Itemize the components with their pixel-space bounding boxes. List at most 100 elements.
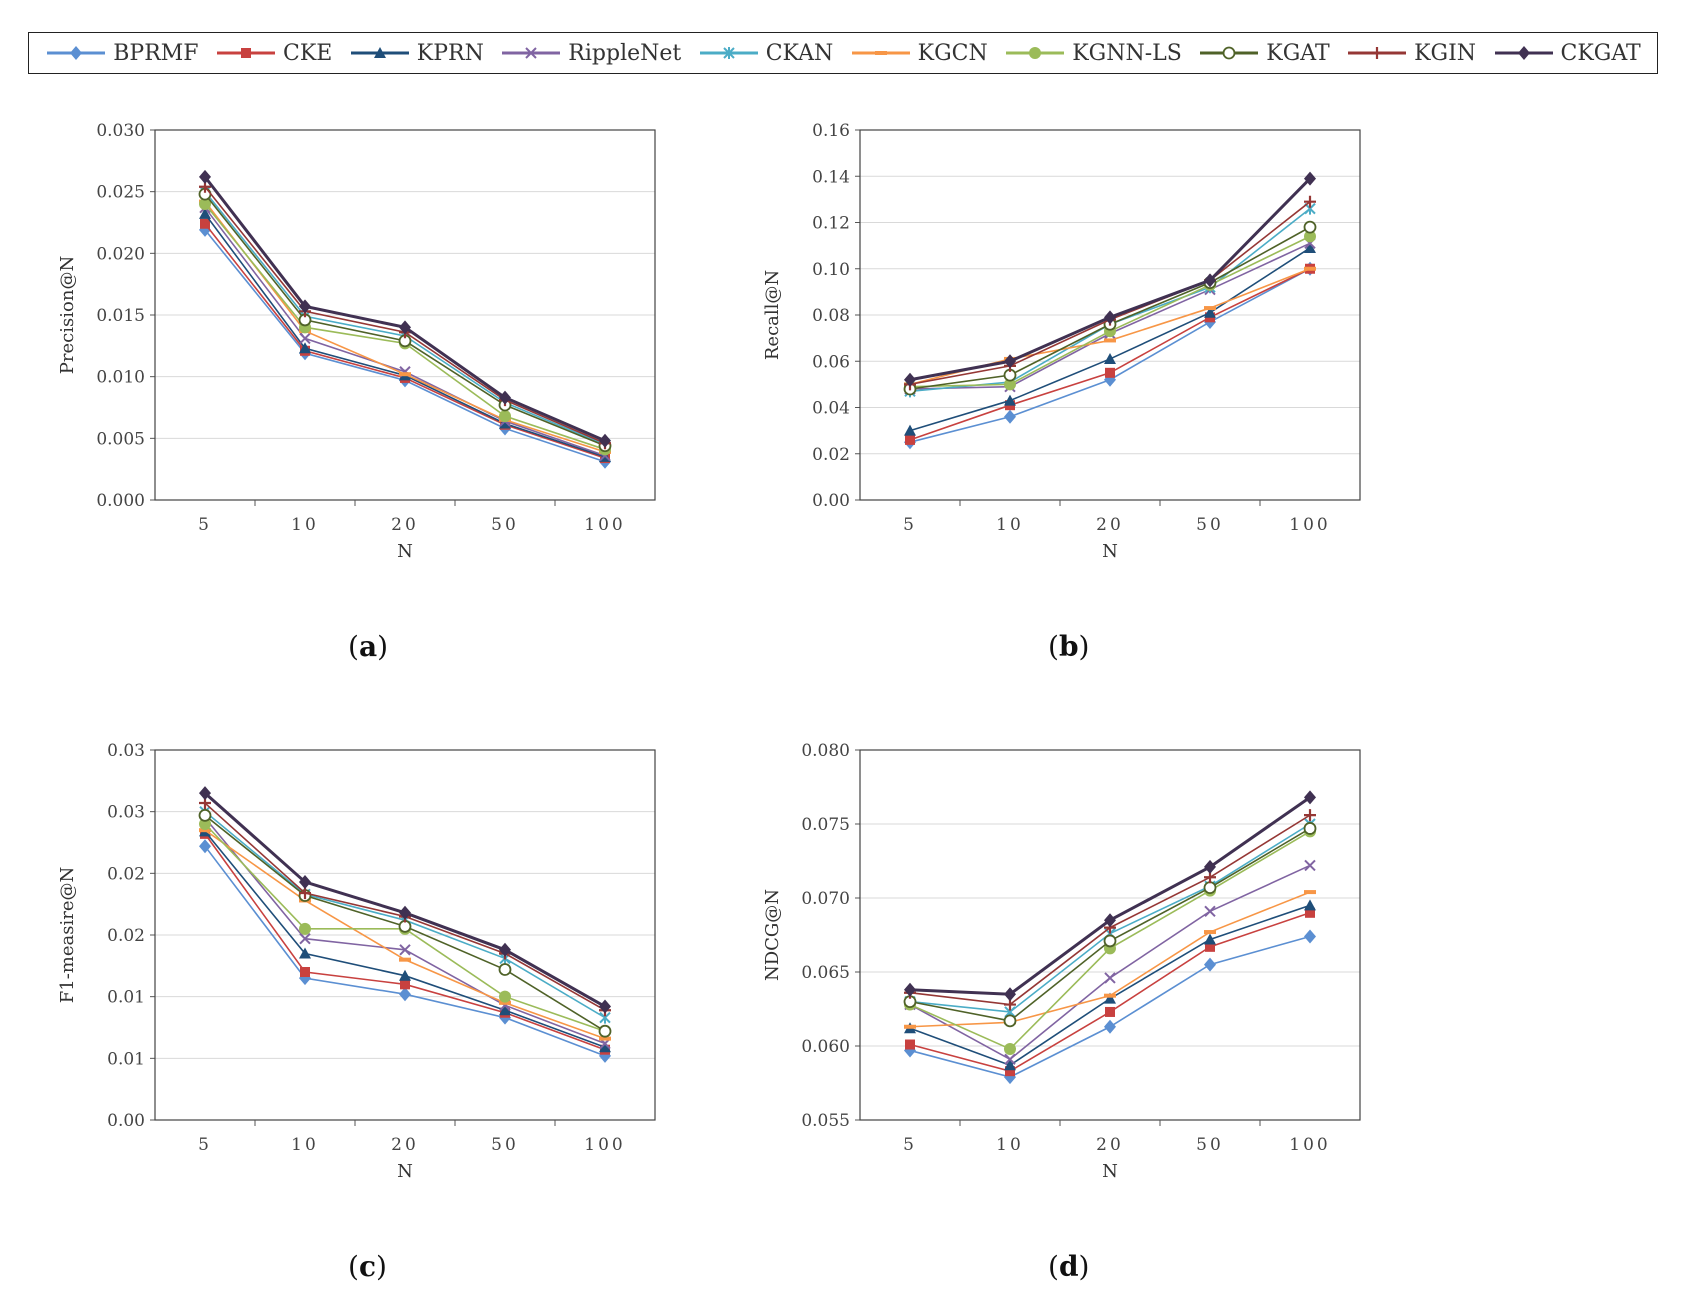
y-tick-label: 0.020: [96, 244, 145, 264]
data-point-ckgat: [1004, 987, 1016, 1002]
data-point-kgcn: [1204, 930, 1216, 935]
data-point-ckgat: [904, 982, 916, 997]
data-point-kgin: [299, 887, 311, 900]
series-line-ckgat: [909, 177, 1312, 382]
data-point-ckgat: [1204, 273, 1216, 288]
data-point-kgin: [1304, 809, 1316, 822]
legend-marker-bprmf: [70, 46, 83, 60]
data-point-ckgat: [299, 874, 311, 889]
data-point-cke: [1105, 367, 1115, 378]
recall-chart: 0.00 0.02 0.04 0.06 0.08 0.10 0.12 0.14 0.16 5 10 2…: [762, 121, 1361, 562]
data-point-cke: [400, 979, 410, 990]
data-point-bprmf: [399, 987, 411, 1002]
data-point-cke: [905, 434, 915, 445]
data-point-kgat: [398, 919, 412, 933]
panel-label-a: (a): [348, 630, 389, 663]
series-ckgat: [199, 169, 611, 448]
data-point-ckgat: [1204, 859, 1216, 874]
legend-marker-kgcn: [874, 51, 887, 55]
data-point-ripplenet: [1004, 1053, 1016, 1066]
data-point-kprn: [399, 969, 411, 981]
legend-swatch-cke: [217, 48, 275, 58]
data-point-cke: [300, 967, 310, 977]
legend-item-kgcn: KGCN: [850, 41, 988, 66]
y-tick-label: 0.02: [107, 926, 145, 946]
series-line-bprmf: [909, 935, 1311, 1078]
series-line-kgcn: [909, 891, 1311, 1028]
legend-marker-ripplenet: [525, 47, 538, 59]
data-point-bprmf: [199, 839, 211, 854]
x-tick-label: 100: [584, 1135, 625, 1155]
y-tick-label: 0.03: [107, 803, 145, 823]
legend-swatch-kprn: [350, 47, 409, 58]
legend-label: CKAN: [765, 40, 834, 66]
x-tick-label: 10: [996, 1135, 1024, 1155]
series-line-ckgat: [203, 175, 606, 443]
data-point-kgnn-ls: [199, 198, 211, 210]
data-point-ripplenet: [399, 944, 411, 956]
series-line-kgat: [909, 226, 1311, 390]
data-point-kgat: [1303, 220, 1317, 234]
x-tick-label: 10: [291, 515, 319, 535]
plot-frame: [154, 749, 656, 1121]
data-point-kprn: [1204, 306, 1216, 318]
data-point-kgat: [1103, 934, 1117, 948]
data-point-kgnn-ls: [1004, 378, 1016, 391]
plot-frame: [859, 129, 1361, 501]
y-tick-label: 0.10: [812, 260, 850, 280]
legend-item-ripplenet: RippleNet: [500, 41, 681, 66]
data-point-kgcn: [1104, 338, 1116, 343]
y-tick-label: 0.14: [812, 167, 850, 187]
data-point-kgcn: [199, 828, 211, 833]
legend-label: CKGAT: [1560, 40, 1641, 66]
data-point-ckgat: [499, 390, 511, 405]
chart-legend: BPRMF CKE KPRN RippleNet CKAN KGCN KGNN-LS KGAT…: [28, 32, 1658, 74]
data-point-ckgat: [399, 905, 411, 920]
x-tick-label: 5: [903, 515, 917, 535]
data-point-kgcn: [904, 1024, 916, 1029]
legend-item-cke: CKE: [215, 41, 332, 66]
y-tick-label: 0.06: [812, 352, 850, 372]
y-tick-label: 0.080: [801, 741, 850, 761]
series-ckgat: [199, 786, 611, 1014]
y-tick-label: 0.00: [107, 1111, 145, 1131]
legend-label: KGNN-LS: [1072, 40, 1182, 66]
data-point-kgat: [498, 963, 512, 976]
y-tick-label: 0.060: [801, 1037, 850, 1057]
y-tick-label: 0.00: [812, 491, 850, 511]
x-tick-label: 50: [1196, 515, 1224, 535]
f1-chart-panel: 0.00 0.01 0.01 0.02 0.02 0.03 0.03 5 10 20 50 100 N F…: [40, 730, 780, 1210]
legend-swatch-kgin: [1348, 47, 1407, 59]
series-ckgat: [904, 171, 1316, 387]
y-tick-label: 0.12: [812, 214, 850, 234]
y-axis-title: F1-measire@N: [57, 867, 78, 1003]
data-point-bprmf: [1304, 929, 1316, 944]
legend-swatch-kgnn-ls: [1006, 47, 1065, 59]
data-point-cke: [1105, 1006, 1115, 1017]
data-point-ckgat: [299, 299, 311, 314]
data-point-cke: [200, 218, 210, 229]
series-kgat: [198, 187, 612, 453]
data-point-bprmf: [199, 222, 211, 237]
legend-marker-cke: [241, 48, 251, 58]
data-point-ckgat: [199, 169, 211, 184]
y-tick-label: 0.08: [812, 306, 850, 326]
x-tick-label: 100: [1289, 515, 1330, 535]
data-point-ckgat: [1304, 790, 1316, 805]
data-point-cke: [1205, 941, 1215, 952]
y-axis-title: NDCG@N: [762, 889, 783, 981]
y-tick-label: 0.16: [812, 121, 850, 141]
f1-chart: 0.00 0.01 0.01 0.02 0.02 0.03 0.03 5 10 20 50 100 N F…: [57, 741, 656, 1182]
x-tick-label: 100: [1289, 1135, 1330, 1155]
plot-frame: [859, 749, 1361, 1121]
data-point-ripplenet: [1304, 859, 1316, 872]
data-point-kprn: [299, 342, 311, 354]
y-tick-label: 0.01: [107, 988, 145, 1008]
data-point-kprn: [1104, 352, 1116, 364]
y-tick-label: 0.02: [107, 864, 145, 884]
y-tick-label: 0.075: [801, 815, 850, 835]
x-axis-title: N: [1102, 1161, 1118, 1182]
data-point-kgnn-ls: [1004, 1042, 1016, 1055]
legend-swatch-bprmf: [47, 46, 106, 60]
legend-label: BPRMF: [113, 40, 199, 66]
